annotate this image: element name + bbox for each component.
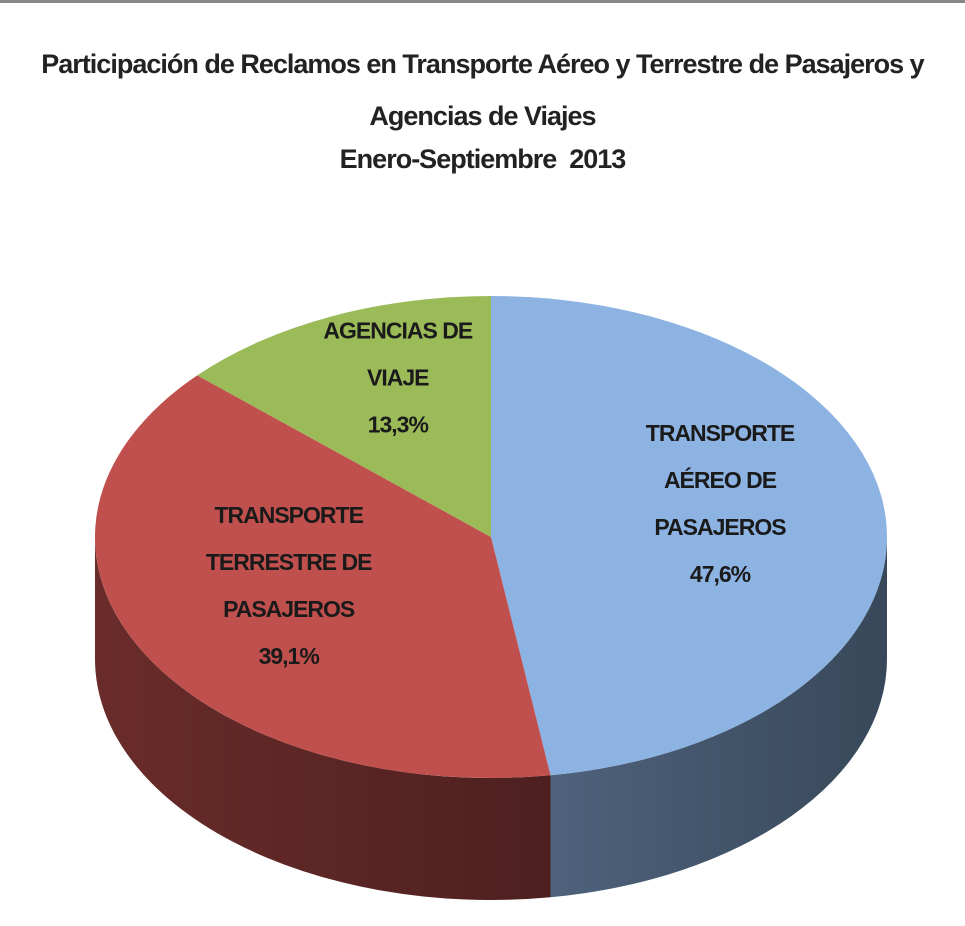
- slice-label: TRANSPORTE AÉREO DE PASAJEROS 47,6%: [620, 410, 820, 598]
- pie-slice-side: [95, 537, 551, 901]
- category-label: AGENCIAS DE VIAJE: [323, 317, 473, 391]
- slice-label: AGENCIAS DE VIAJE 13,3%: [298, 308, 498, 449]
- pie-slice: [94, 375, 551, 778]
- pie-slice: [491, 296, 888, 776]
- chart-title: Participación de Reclamos en Transporte …: [41, 49, 924, 131]
- value-label: 39,1%: [258, 642, 320, 669]
- top-border: [0, 0, 965, 3]
- pie-slice-side: [550, 537, 887, 898]
- chart-subtitle: Enero-Septiembre 2013: [339, 144, 627, 174]
- pie-slice: [197, 296, 491, 537]
- slice-label: TRANSPORTE TERRESTRE DE PASAJEROS 39,1%: [189, 492, 389, 680]
- category-label: TRANSPORTE AÉREO DE PASAJEROS: [645, 419, 795, 540]
- value-label: 47,6%: [689, 560, 751, 587]
- value-label: 13,3%: [367, 411, 429, 438]
- category-label: TRANSPORTE TERRESTRE DE PASAJEROS: [205, 501, 373, 622]
